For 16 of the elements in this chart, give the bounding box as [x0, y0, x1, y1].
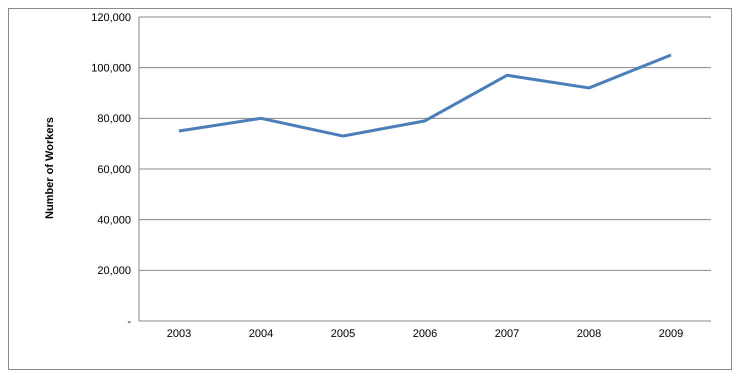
y-axis-title: Number of Workers	[44, 117, 56, 219]
x-tick-label: 2007	[494, 328, 520, 340]
y-tick-label: 120,000	[91, 12, 131, 24]
x-tick-label: 2005	[330, 328, 356, 340]
x-tick-label: 2006	[412, 328, 438, 340]
x-tick-label: 2008	[576, 328, 602, 340]
y-tick-label: 100,000	[91, 62, 131, 75]
y-tick-label: 80,000	[97, 113, 131, 126]
y-tick-label: 60,000	[97, 164, 131, 176]
y-tick-label: 20,000	[97, 265, 131, 278]
y-tick-label: 40,000	[97, 214, 131, 227]
x-tick-label: 2004	[248, 328, 274, 340]
y-tick-label: -	[127, 316, 132, 328]
x-tick-label: 2009	[658, 328, 684, 340]
x-tick-label: 2003	[166, 328, 192, 340]
line-series	[178, 54, 672, 138]
